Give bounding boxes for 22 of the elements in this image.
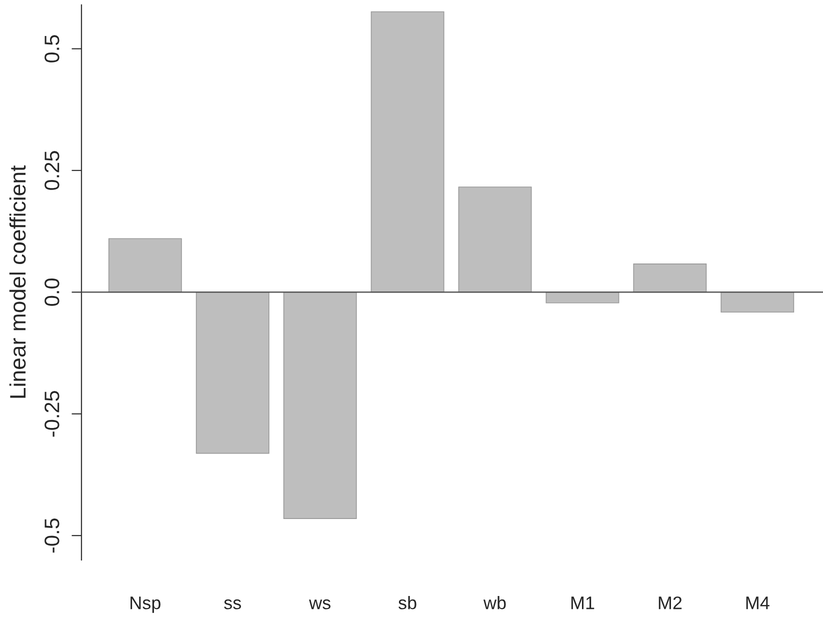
- x-tick-label: Nsp: [130, 596, 160, 613]
- x-tick-label: M1: [571, 596, 594, 610]
- bar: [720, 292, 794, 313]
- y-tick-label: 0.25: [44, 151, 60, 190]
- x-tick-label: wb: [483, 596, 506, 610]
- bar: [283, 292, 357, 519]
- x-tick-label: ws: [309, 599, 330, 610]
- x-tick-label: M4: [746, 596, 770, 610]
- y-axis-title: Linear model coefficient: [9, 165, 26, 398]
- y-tick-label: -0.25: [44, 390, 60, 437]
- y-tick-label: -0.5: [44, 518, 60, 553]
- bar: [633, 264, 707, 293]
- x-tick-label: sb: [398, 596, 416, 610]
- bar: [108, 238, 182, 293]
- bar: [458, 186, 532, 293]
- y-tick-label: 0.0: [44, 278, 60, 306]
- bar: [370, 11, 444, 293]
- x-tick-label: ss: [224, 599, 241, 610]
- y-tick-label: 0.5: [44, 35, 60, 62]
- bar: [546, 292, 620, 304]
- x-tick-label: M2: [658, 596, 682, 610]
- bar: [196, 292, 270, 454]
